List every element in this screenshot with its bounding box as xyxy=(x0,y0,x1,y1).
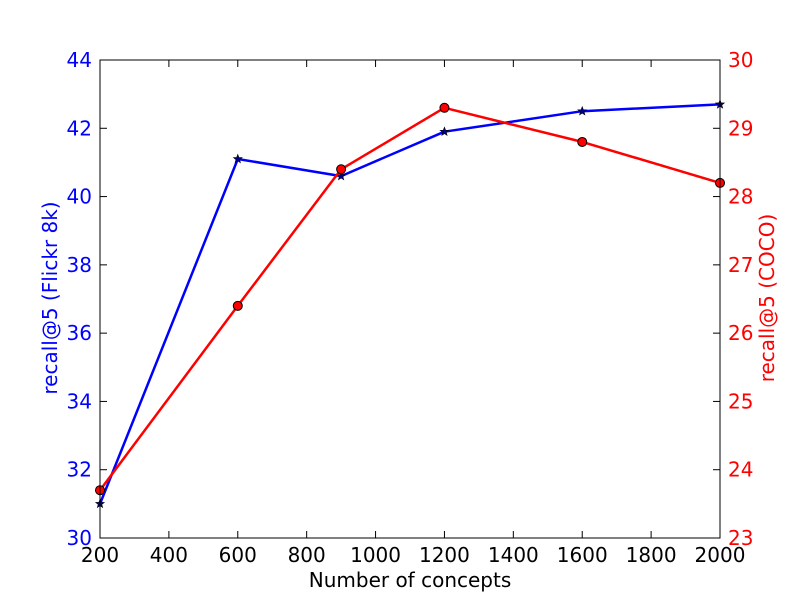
x-tick-label: 800 xyxy=(288,543,326,567)
left-y-tick-label: 34 xyxy=(67,389,92,413)
plot-frame xyxy=(99,59,721,539)
x-tick-label: 400 xyxy=(150,543,188,567)
data-point-flickr xyxy=(232,153,243,164)
data-point-coco xyxy=(232,300,243,311)
left-y-tick-label: 40 xyxy=(67,185,92,209)
left-y-axis-label: recall@5 (Flickr 8k) xyxy=(38,201,62,394)
data-point-coco xyxy=(336,164,347,175)
x-tick-label: 1400 xyxy=(488,543,539,567)
right-y-tick-label: 28 xyxy=(728,185,753,209)
right-y-axis-label: recall@5 (COCO) xyxy=(755,214,779,383)
left-y-tick-label: 36 xyxy=(67,321,92,345)
right-y-tick-label: 27 xyxy=(728,253,753,277)
data-point-coco xyxy=(577,136,588,147)
right-y-tick-label: 29 xyxy=(728,116,753,140)
x-tick-label: 1600 xyxy=(557,543,608,567)
data-point-flickr xyxy=(577,105,588,116)
data-point-coco xyxy=(439,102,450,113)
x-tick-label: 2000 xyxy=(695,543,746,567)
x-tick-label: 1800 xyxy=(626,543,677,567)
x-tick-label: 600 xyxy=(219,543,257,567)
chart-axes: 200 400 600 800 1000 1200 1400 1600 1800 2000 30 32… xyxy=(67,48,754,567)
chart-marks xyxy=(94,99,726,509)
x-axis-label: Number of concepts xyxy=(309,568,512,592)
left-y-tick-label: 32 xyxy=(67,458,92,482)
left-y-tick-label: 38 xyxy=(67,253,92,277)
x-tick-label: 200 xyxy=(81,543,119,567)
series-flickr-line xyxy=(98,103,721,505)
left-y-tick-label: 42 xyxy=(67,116,92,140)
series-coco-line xyxy=(98,106,721,491)
right-y-tick-label: 30 xyxy=(728,48,753,72)
right-y-tick-label: 23 xyxy=(728,526,753,550)
x-tick-label: 1000 xyxy=(350,543,401,567)
x-tick-label: 1200 xyxy=(419,543,470,567)
left-y-tick-label: 44 xyxy=(67,48,92,72)
right-y-tick-label: 25 xyxy=(728,389,753,413)
right-y-tick-label: 24 xyxy=(728,458,753,482)
left-y-tick-label: 30 xyxy=(67,526,92,550)
right-y-tick-label: 26 xyxy=(728,321,753,345)
data-point-flickr xyxy=(439,126,450,137)
